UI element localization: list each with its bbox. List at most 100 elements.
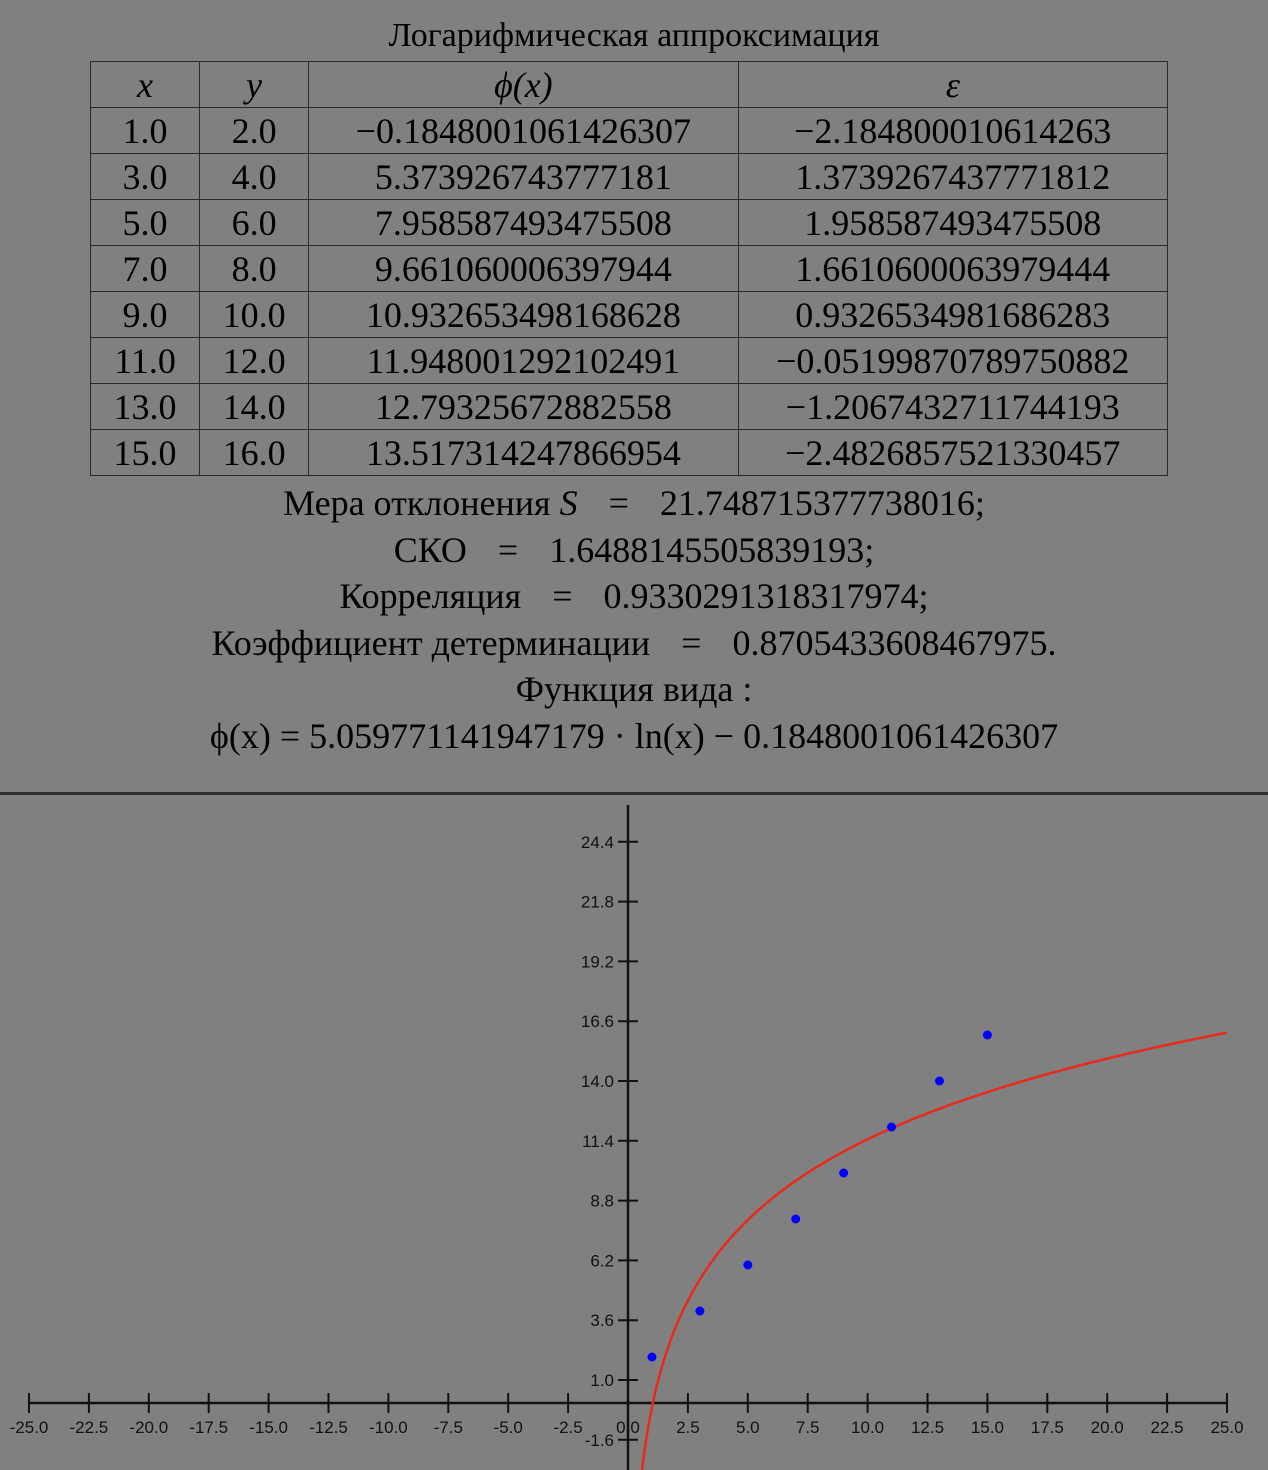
x-tick-label: 22.5	[1151, 1418, 1184, 1437]
x-tick-label: -2.5	[553, 1418, 582, 1437]
cell-x: 13.0	[89, 383, 201, 430]
y-tick-label: 8.8	[590, 1192, 614, 1211]
x-tick-label: 7.5	[796, 1418, 820, 1437]
cell-y: 12.0	[199, 337, 310, 384]
cell-y: 10.0	[199, 291, 310, 338]
y-tick-label: 16.6	[581, 1012, 614, 1031]
cell-phi: 12.79325672882558	[308, 383, 739, 430]
cell-x: 11.0	[89, 337, 201, 384]
approximation-plot: -25.0 -22.5 -20.0 -17.5 -15.0 -12.5 -10.0 -7.5 -…	[10, 805, 1244, 1470]
x-tick-label: 5.0	[736, 1418, 760, 1437]
header-y: y	[199, 61, 310, 108]
correlation-line: Корреляция = 0.9330291318317974;	[0, 573, 1268, 620]
header-epsilon: ε	[737, 61, 1169, 108]
x-tick-label: 12.5	[911, 1418, 944, 1437]
y-tick-label: 6.2	[590, 1251, 614, 1270]
data-point	[743, 1260, 753, 1270]
function-formula: ϕ(x) = 5.059771141947179 · ln(x) − 0.184…	[209, 715, 1059, 756]
data-point	[934, 1076, 944, 1086]
cell-x: 9.0	[89, 291, 201, 338]
x-tick-label: 2.5	[676, 1418, 700, 1437]
determination-value: 0.8705433608467975.	[732, 622, 1057, 663]
x-tick-label: 10.0	[851, 1418, 884, 1437]
cell-x: 1.0	[89, 107, 201, 154]
statistics-block: Мера отклонения S = 21.748715377738016; …	[0, 480, 1268, 759]
cell-phi: 9.661060006397944	[308, 245, 739, 292]
data-point	[839, 1168, 849, 1178]
cell-x: 5.0	[89, 199, 201, 246]
x-tick-label: 17.5	[1031, 1418, 1064, 1437]
y-tick-label: 24.4	[581, 833, 614, 852]
x-tick-label: -22.5	[70, 1418, 109, 1437]
cell-epsilon: 0.9326534981686283	[737, 291, 1169, 338]
function-heading: Функция вида :	[515, 669, 753, 709]
cell-epsilon: 1.958587493475508	[737, 199, 1169, 246]
x-tick-label: -15.0	[249, 1418, 288, 1437]
cell-phi: −0.1848001061426307	[308, 107, 739, 154]
table-row: 3.0 4.0 5.373926743777181 1.373926743777181…	[89, 153, 1169, 200]
y-tick-label: -1.6	[585, 1431, 614, 1450]
cell-epsilon: −2.184800010614263	[737, 107, 1169, 154]
report-title: Логарифмическая аппроксимация	[388, 17, 880, 54]
x-tick-label: 0.0	[616, 1418, 640, 1437]
section-divider	[0, 792, 1268, 795]
cell-epsilon: 1.6610600063979444	[737, 245, 1169, 292]
data-point	[647, 1352, 657, 1362]
x-tick-label: -10.0	[369, 1418, 408, 1437]
cell-epsilon: −1.2067432711744193	[737, 383, 1169, 430]
x-tick-label: -5.0	[494, 1418, 523, 1437]
x-tick-label: -17.5	[189, 1418, 228, 1437]
equals-sign: =	[681, 622, 702, 663]
y-tick-label: 1.0	[590, 1371, 614, 1390]
determination-line: Коэффициент детерминации = 0.87054336084…	[0, 620, 1268, 667]
x-tick-label: -20.0	[129, 1418, 168, 1437]
cell-phi: 7.958587493475508	[308, 199, 739, 246]
table-body: 1.0 2.0 −0.1848001061426307 −2.184800010614…	[89, 107, 1169, 476]
cell-x: 15.0	[89, 429, 201, 476]
deviation-label: Мера отклонения	[283, 483, 551, 523]
x-tick-label: -7.5	[434, 1418, 463, 1437]
y-tick-label: 14.0	[581, 1072, 614, 1091]
x-tick-label: 25.0	[1210, 1418, 1243, 1437]
table-row: 13.0 14.0 12.79325672882558 −1.206743271174…	[89, 383, 1169, 430]
fitted-curve-line	[640, 1031, 1228, 1470]
correlation-value: 0.9330291318317974;	[603, 576, 929, 616]
cell-y: 6.0	[199, 199, 310, 246]
cell-x: 3.0	[89, 153, 201, 200]
approximation-report: Логарифмическая аппроксимация x y ϕ(x) ε…	[0, 17, 1268, 759]
table-header-row: x y ϕ(x) ε	[89, 61, 1169, 108]
table-row: 7.0 8.0 9.661060006397944 1.661060006397944…	[89, 245, 1169, 292]
cell-y: 14.0	[199, 383, 310, 430]
results-table: x y ϕ(x) ε 1.0 2.0 −0.1848001061426307 −2.1…	[89, 61, 1169, 476]
sko-value: 1.6488145505839193;	[549, 529, 875, 570]
sko-label: СКО	[393, 529, 467, 570]
cell-y: 2.0	[199, 107, 310, 154]
cell-epsilon: −2.4826857521330457	[737, 429, 1169, 476]
equals-sign: =	[608, 483, 629, 523]
table-row: 5.0 6.0 7.958587493475508 1.958587493475508	[89, 199, 1169, 246]
cell-y: 4.0	[199, 153, 310, 200]
table-row: 15.0 16.0 13.517314247866954 −2.48268575213…	[89, 429, 1169, 476]
cell-phi: 13.517314247866954	[308, 429, 739, 476]
cell-phi: 10.932653498168628	[308, 291, 739, 338]
cell-y: 16.0	[199, 429, 310, 476]
sko-line: СКО = 1.6488145505839193;	[0, 527, 1268, 574]
table-row: 9.0 10.0 10.932653498168628 0.9326534981686…	[89, 291, 1169, 338]
equals-sign: =	[552, 576, 573, 616]
cell-phi: 5.373926743777181	[308, 153, 739, 200]
cell-epsilon: 1.3739267437771812	[737, 153, 1169, 200]
table-row: 11.0 12.0 11.948001292102491 −0.05199870789…	[89, 337, 1169, 384]
data-point	[982, 1030, 992, 1040]
deviation-line: Мера отклонения S = 21.748715377738016;	[0, 480, 1268, 527]
correlation-label: Корреляция	[339, 576, 522, 616]
x-tick-label: 20.0	[1091, 1418, 1124, 1437]
y-tick-label: 11.4	[582, 1132, 614, 1151]
cell-epsilon: −0.05199870789750882	[737, 337, 1169, 384]
y-tick-label: 21.8	[581, 893, 614, 912]
determination-label: Коэффициент детерминации	[211, 622, 651, 663]
header-x: x	[89, 61, 201, 108]
header-phi: ϕ(x)	[308, 61, 739, 108]
cell-phi: 11.948001292102491	[308, 337, 739, 384]
table-row: 1.0 2.0 −0.1848001061426307 −2.184800010614…	[89, 107, 1169, 154]
cell-x: 7.0	[89, 245, 201, 292]
